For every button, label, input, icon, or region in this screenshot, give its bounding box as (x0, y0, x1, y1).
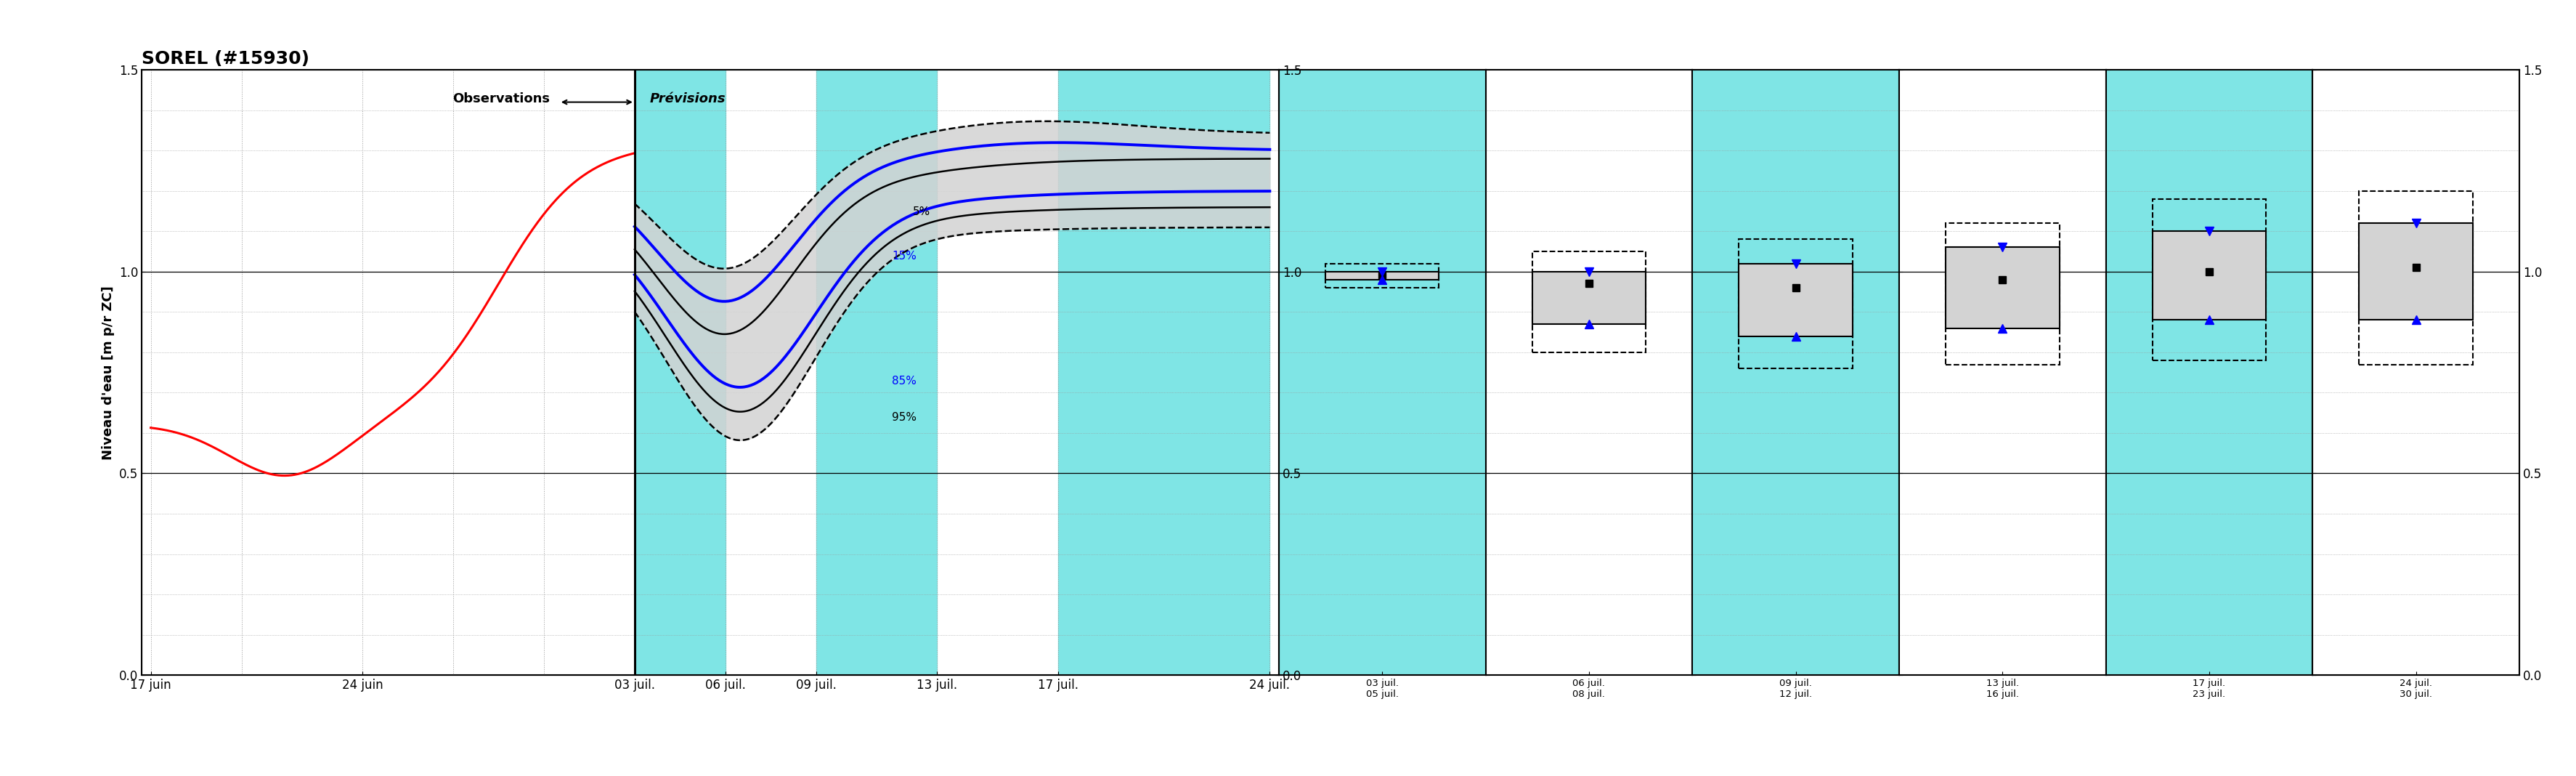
Bar (2360, 191, 2473, 365)
Bar (2154, 199, 2267, 360)
Text: 5%: 5% (912, 206, 930, 217)
Bar (1324, 264, 1440, 288)
Bar (634, 70, 726, 675)
Bar (1739, 239, 1852, 369)
Bar (1324, 272, 1440, 279)
Text: Prévisions: Prévisions (649, 92, 726, 105)
Bar (1533, 251, 1646, 352)
Y-axis label: Niveau d'eau [m p/r ZC]: Niveau d'eau [m p/r ZC] (103, 286, 116, 459)
Text: Observations: Observations (453, 92, 549, 105)
Text: 15%: 15% (891, 251, 917, 262)
Bar (1945, 223, 2058, 365)
Bar (1945, 248, 2058, 328)
Bar (2360, 223, 2473, 320)
Bar (817, 70, 938, 675)
Bar (1059, 70, 1270, 675)
Bar (2154, 231, 2267, 320)
Text: 95%: 95% (891, 412, 917, 423)
Bar (1533, 272, 1646, 324)
Bar (1739, 264, 1852, 336)
Text: 85%: 85% (891, 376, 917, 386)
Text: SOREL (#15930): SOREL (#15930) (142, 50, 309, 68)
